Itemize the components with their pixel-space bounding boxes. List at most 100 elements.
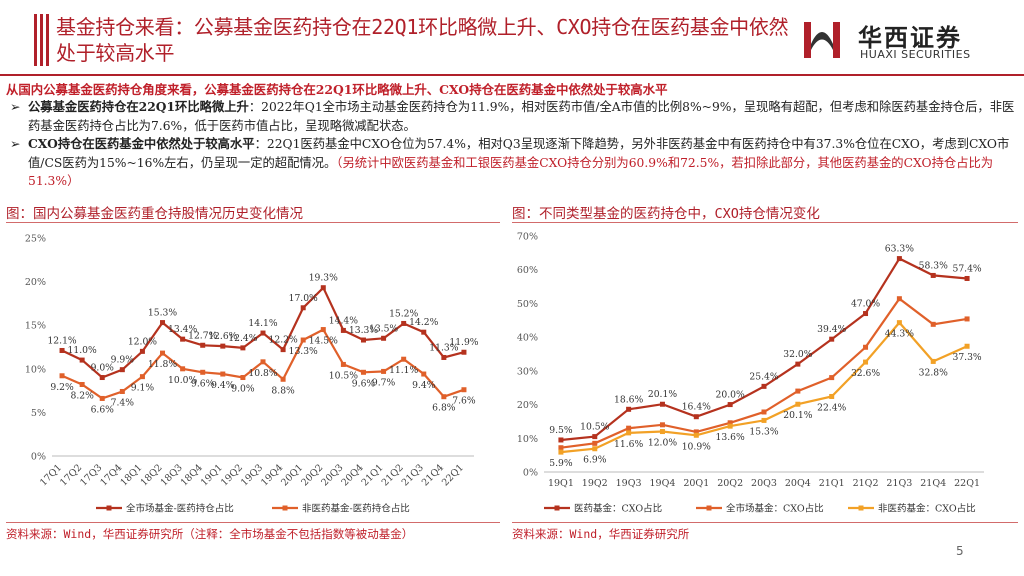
data-point <box>461 349 467 355</box>
left-source-rule <box>6 522 500 523</box>
bullet-text: ：2022年Q1全市场主动基金医药持仓为11.9%，相对医药市值/全A市值的比例… <box>28 100 1015 133</box>
data-point <box>896 256 902 262</box>
data-point <box>240 375 246 381</box>
data-point <box>280 347 286 353</box>
data-point <box>381 368 387 374</box>
y-tick-label: 0% <box>523 468 538 479</box>
data-point <box>896 320 902 326</box>
data-point <box>220 371 226 377</box>
data-point <box>300 337 306 343</box>
x-tick-label: 21Q4 <box>920 478 946 489</box>
data-label: 6.8% <box>432 403 456 414</box>
data-label: 32.0% <box>783 349 812 360</box>
data-label: 32.6% <box>851 368 880 379</box>
data-label: 13.5% <box>369 323 398 334</box>
data-label: 12.1% <box>47 335 76 346</box>
y-tick-label: 50% <box>517 299 538 310</box>
data-point <box>59 373 65 379</box>
data-label: 6.6% <box>91 404 115 415</box>
data-point <box>320 327 326 333</box>
x-tick-label: 19Q2 <box>582 478 608 489</box>
data-label: 11.0% <box>68 345 97 356</box>
data-point <box>139 374 145 380</box>
data-point <box>381 335 387 341</box>
left-source-note: 资料来源：Wind，华西证券研究所（注释：全市场基金不包括指数等被动基金） <box>6 527 414 541</box>
data-label: 20.1% <box>783 410 812 421</box>
data-point <box>659 422 665 428</box>
x-tick-label: 20Q3 <box>319 462 345 488</box>
x-tick-label: 19Q4 <box>650 478 676 489</box>
data-point <box>964 343 970 349</box>
left-figure-title: 图：国内公募基金医药重仓持股情况历史变化情况 <box>6 206 303 222</box>
x-tick-label: 21Q1 <box>360 462 386 488</box>
data-label: 10.5% <box>329 370 358 381</box>
x-tick-label: 18Q2 <box>139 462 165 488</box>
data-point <box>59 347 65 353</box>
data-point <box>727 402 733 408</box>
right-figure-rule <box>512 222 1018 223</box>
data-point <box>180 366 186 372</box>
legend-label: 非医药基金：CXO占比 <box>878 503 976 515</box>
legend-marker <box>858 505 864 511</box>
data-point <box>727 420 733 426</box>
data-label: 17.0% <box>289 293 318 304</box>
bullet-lead: CXO持仓在医药基金中依然处于较高水平 <box>28 136 255 152</box>
x-tick-label: 19Q4 <box>259 462 285 488</box>
x-tick-label: 19Q1 <box>548 478 574 489</box>
legend-marker <box>106 505 112 511</box>
data-point <box>260 359 266 365</box>
bullet-item: ➢ 公募基金医药持仓在22Q1环比略微上升：2022年Q1全市场主动基金医药持仓… <box>10 98 1016 135</box>
legend-label: 全市场基金：CXO占比 <box>726 503 824 515</box>
data-point <box>964 316 970 322</box>
x-tick-label: 19Q3 <box>616 478 642 489</box>
data-label: 11.1% <box>389 365 418 376</box>
y-tick-label: 15% <box>25 321 46 332</box>
data-point <box>280 376 286 382</box>
data-label: 6.9% <box>583 455 607 466</box>
data-label: 7.4% <box>111 397 135 408</box>
data-label: 11.3% <box>429 342 458 353</box>
data-label: 25.4% <box>749 371 778 382</box>
header-divider <box>0 74 1024 76</box>
data-point <box>896 296 902 302</box>
y-tick-label: 10% <box>517 434 538 445</box>
data-point <box>558 445 564 451</box>
data-label: 10.5% <box>580 422 609 433</box>
y-tick-label: 20% <box>517 400 538 411</box>
data-point <box>930 272 936 278</box>
x-tick-label: 20Q2 <box>299 462 325 488</box>
data-label: 13.6% <box>716 432 745 443</box>
data-point <box>930 321 936 327</box>
data-label: 8.2% <box>70 390 94 401</box>
data-point <box>693 429 699 435</box>
data-point <box>727 423 733 429</box>
data-label: 12.2% <box>269 335 298 346</box>
x-tick-label: 18Q4 <box>179 462 205 488</box>
x-tick-label: 21Q2 <box>380 462 406 488</box>
title-accent-bar <box>46 14 49 66</box>
data-label: 9.4% <box>211 380 235 391</box>
data-point <box>360 369 366 375</box>
data-label: 14.1% <box>248 318 277 329</box>
left-line-chart: 0% 5% 10% 15% 20% 25% 17Q117Q217Q317Q418Q118Q2… <box>25 234 479 515</box>
x-tick-label: 20Q1 <box>683 478 709 489</box>
right-figure-title: 图：不同类型基金的医药持仓中，CXO持仓情况变化 <box>512 206 820 222</box>
bullet-list: ➢ 公募基金医药持仓在22Q1环比略微上升：2022年Q1全市场主动基金医药持仓… <box>10 98 1016 191</box>
x-tick-label: 20Q4 <box>339 462 365 488</box>
x-tick-label: 17Q1 <box>38 462 64 488</box>
data-point <box>693 414 699 420</box>
data-label: 9.7% <box>372 377 396 388</box>
data-point <box>829 375 835 381</box>
data-point <box>160 350 166 356</box>
data-point <box>421 329 427 335</box>
data-label: 12.0% <box>128 336 157 347</box>
data-point <box>300 305 306 311</box>
company-logo: 华西证券 HUAXI SECURITIES <box>800 18 1010 68</box>
data-point <box>79 381 85 387</box>
logo-name-cn: 华西证券 <box>858 23 962 52</box>
y-tick-label: 20% <box>25 277 46 288</box>
data-point <box>139 348 145 354</box>
data-label: 22.4% <box>817 402 846 413</box>
page-number: 5 <box>956 544 964 558</box>
bullet-text: ：22Q1医药基金中CXO仓位为57.4%，相对Q3呈现逐渐下降趋势，另外非医药… <box>28 137 1010 170</box>
